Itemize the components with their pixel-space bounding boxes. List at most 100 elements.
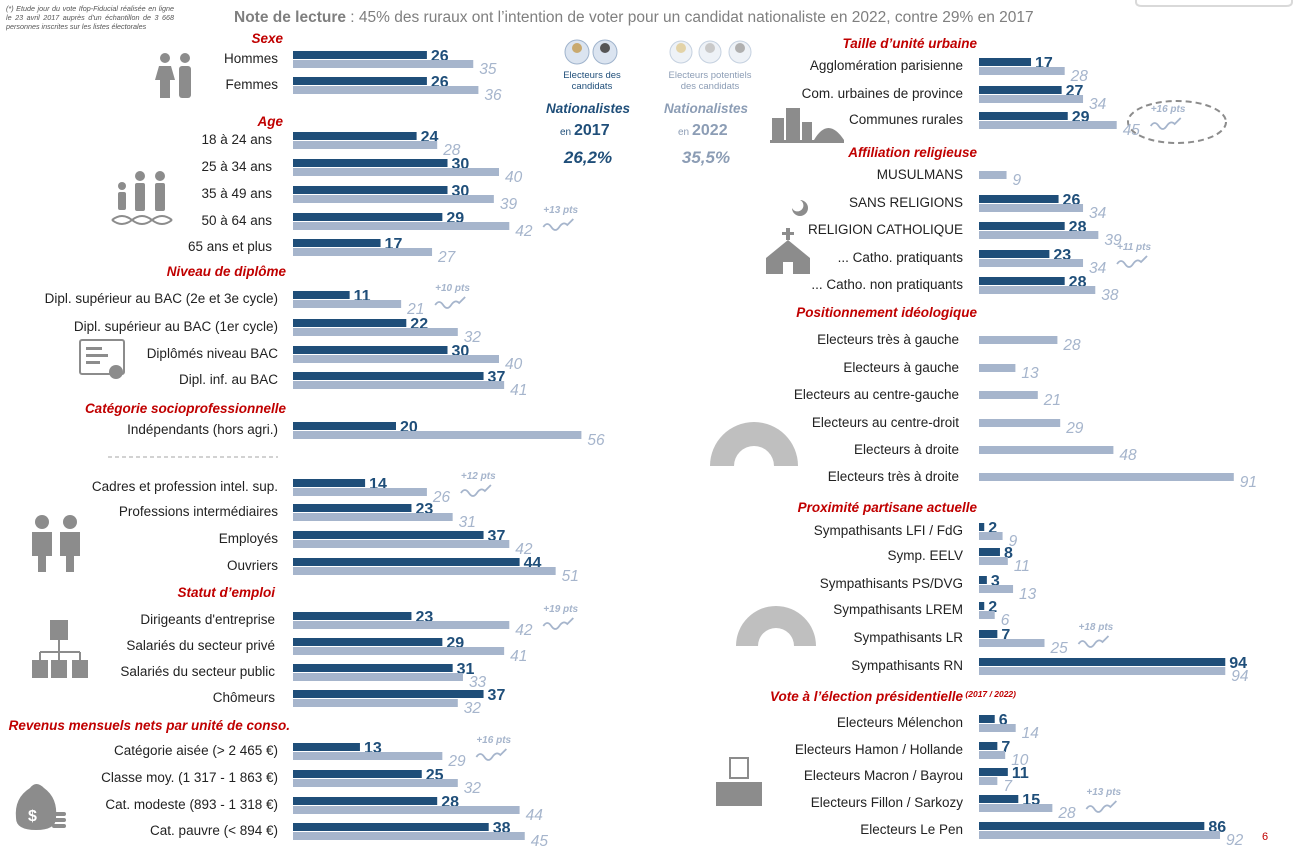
- row-label: Electeurs Hamon / Hollande: [795, 742, 963, 757]
- value-2022: 56: [587, 432, 605, 449]
- row-label: Electeurs au centre-droit: [812, 415, 959, 430]
- left-value: 26,2%: [563, 148, 612, 167]
- bar-2017: [979, 523, 985, 531]
- row-label: Professions intermédiaires: [119, 504, 278, 519]
- value-2022: 31: [459, 514, 476, 531]
- bar-2017: [293, 239, 381, 247]
- value-2022: 32: [464, 329, 482, 346]
- bar-2022: [979, 667, 1226, 675]
- value-2022: 45: [1123, 122, 1141, 139]
- row-label: 50 à 64 ans: [201, 213, 272, 228]
- row-label: ... Catho. non pratiquants: [811, 277, 963, 292]
- bar-2017: [979, 742, 998, 750]
- bar-2022: [293, 673, 463, 681]
- hemicycle-icon: [710, 422, 798, 466]
- section-title: Vote à l’élection présidentielle (2017 /…: [770, 689, 1016, 704]
- bar-2022: [979, 804, 1053, 812]
- trend-arrow-icon: [1116, 255, 1148, 268]
- row-label: Hommes: [224, 51, 278, 66]
- bar-2017: [979, 112, 1068, 120]
- family-dna-icon: [111, 171, 173, 225]
- bar-2022: [979, 473, 1234, 481]
- value-2022: 28: [1057, 805, 1076, 822]
- value-2022: 13: [1019, 586, 1037, 603]
- bar-2022: [293, 488, 427, 496]
- left-caption: Electeurs des candidats: [563, 70, 621, 92]
- delta-label: +13 pts: [543, 205, 578, 216]
- bar-2022: [979, 532, 1003, 540]
- value-2022: 42: [515, 541, 533, 558]
- row-label: Catégorie aisée (> 2 465 €): [114, 743, 278, 758]
- bar-2022: [293, 431, 582, 439]
- value-2022: 21: [406, 301, 424, 318]
- value-2017: 2: [988, 520, 997, 537]
- bar-2022: [979, 446, 1114, 454]
- row-label: Employés: [219, 531, 279, 546]
- value-2022: 34: [1089, 260, 1107, 277]
- row-label: Sympathisants LFI / FdG: [814, 523, 963, 538]
- bar-2017: [293, 291, 350, 299]
- org-chart-icon: [32, 620, 88, 678]
- value-2022: 11: [1014, 558, 1030, 575]
- section-title: Niveau de diplôme: [167, 264, 287, 279]
- row-label: Salariés du secteur privé: [126, 638, 275, 653]
- bar-2022: [293, 248, 433, 256]
- bar-2017: [293, 638, 443, 646]
- value-2022: 39: [500, 196, 518, 213]
- bar-2022: [293, 513, 453, 521]
- bar-2017: [979, 795, 1019, 803]
- face-icon: [676, 43, 686, 53]
- row-label: Chômeurs: [213, 690, 276, 705]
- row-label: RELIGION CATHOLIQUE: [808, 222, 963, 237]
- bar-2017: [293, 132, 417, 140]
- value-2022: 40: [505, 169, 523, 186]
- row-label: Dirigeants d'entreprise: [140, 612, 275, 627]
- bar-2022: [979, 611, 995, 619]
- value-2022: 29: [1065, 420, 1084, 437]
- value-2022: 32: [464, 780, 482, 797]
- section-title: Proximité partisane actuelle: [798, 500, 978, 515]
- bar-2017: [293, 51, 427, 59]
- value-2022: 38: [1101, 287, 1119, 304]
- value-2017: 94: [1229, 655, 1247, 672]
- delta-label: +16 pts: [1151, 104, 1186, 115]
- row-label: Electeurs Macron / Bayrou: [804, 768, 963, 783]
- row-label: Classe moy. (1 317 - 1 863 €): [101, 770, 278, 785]
- delta-label: +10 pts: [435, 283, 470, 294]
- money-bag-icon: $: [15, 784, 66, 830]
- bar-2017: [293, 159, 448, 167]
- value-2022: 40: [505, 356, 523, 373]
- bar-2017: [979, 630, 998, 638]
- value-2017: 3: [991, 573, 1000, 590]
- bar-2022: [979, 419, 1061, 427]
- bar-2022: [979, 391, 1038, 399]
- row-label: ... Catho. pratiquants: [838, 250, 964, 265]
- church-mosque-icon: [766, 200, 810, 274]
- value-2022: 48: [1119, 447, 1137, 464]
- bar-2022: [979, 777, 998, 785]
- value-2022: 28: [1062, 337, 1081, 354]
- row-label: Electeurs Le Pen: [860, 822, 963, 837]
- value-2022: 13: [1021, 365, 1039, 382]
- face-icon: [705, 43, 715, 53]
- value-2017: 2: [988, 599, 997, 616]
- row-label: Symp. EELV: [887, 548, 963, 563]
- row-label: Electeurs au centre-gauche: [794, 387, 959, 402]
- row-label: Cadres et profession intel. sup.: [92, 479, 278, 494]
- left-en: en: [560, 127, 571, 138]
- bar-2017: [293, 770, 422, 778]
- value-2017: 11: [1012, 765, 1029, 782]
- bar-2022: [293, 195, 494, 203]
- bar-2017: [979, 86, 1062, 94]
- bar-2022: [979, 171, 1007, 179]
- row-label: Diplômés niveau BAC: [147, 346, 279, 361]
- value-2022: 94: [1231, 668, 1249, 685]
- row-label: Sympathisants RN: [851, 658, 963, 673]
- bar-2017: [979, 658, 1226, 666]
- value-2022: 6: [1001, 612, 1010, 629]
- value-2017: 8: [1004, 545, 1013, 562]
- delta-label: +13 pts: [1086, 787, 1121, 798]
- value-2022: 45: [531, 833, 549, 850]
